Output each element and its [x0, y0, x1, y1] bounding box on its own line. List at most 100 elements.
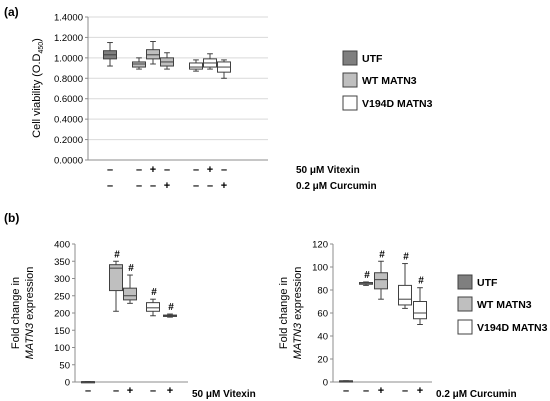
chart-b2-y-tick-labels: 0 20 40 60 80 100 120 — [312, 240, 333, 389]
panel-tag-b: (b) — [4, 211, 19, 225]
chart-a-row-label-curcumin: 0.2 μM Curcumin — [296, 181, 377, 192]
treatment-sign: + — [164, 180, 170, 192]
y-tick-label: 20 — [317, 355, 328, 366]
legend-label: UTF — [477, 277, 498, 289]
treatment-sign: + — [167, 385, 173, 397]
chart-b2-boxes: # # # # — [339, 249, 427, 383]
box-5 — [189, 59, 203, 72]
treatment-sign: – — [402, 385, 408, 397]
treatment-sign: – — [85, 385, 91, 397]
y-tick-label: 80 — [317, 286, 328, 297]
y-tick-label: 400 — [54, 240, 70, 251]
chart-a-y-axis-label: Cell viability (O.D450) — [31, 38, 45, 138]
chart-a: 0.0000 0.2000 0.4000 0.6000 0.8000 1.0000 1.20… — [31, 13, 377, 193]
chart-a-y-tick-labels: 0.0000 0.2000 0.4000 0.6000 0.8000 1.0000 1.20… — [54, 13, 88, 167]
treatment-sign: – — [107, 164, 113, 176]
box-4 — [160, 52, 174, 70]
treatment-sign: – — [136, 180, 142, 192]
treatment-sign: – — [136, 164, 142, 176]
y-tick-label: 0.6000 — [54, 94, 83, 105]
legend-label: V194D MATN3 — [477, 322, 548, 334]
box-iqr — [413, 301, 427, 320]
chart-b2-y-axis-label-line2: MATN3 expression — [292, 267, 304, 360]
significance-mark: # — [403, 252, 409, 263]
significance-mark: # — [128, 263, 134, 274]
chart-a-gridlines — [88, 16, 268, 141]
legend-label: WT MATN3 — [477, 299, 532, 311]
chart-b2-row-label-curcumin: 0.2 μM Curcumin — [436, 389, 517, 400]
treatment-sign: + — [127, 385, 133, 397]
chart-b1-y-tick-labels: 0 50 100 150 200 250 300 350 400 — [54, 240, 75, 389]
box-1 — [81, 381, 95, 384]
treatment-sign: + — [150, 164, 156, 176]
y-tick-label: 60 — [317, 309, 328, 320]
y-tick-label: 150 — [54, 326, 70, 337]
chart-b1-y-axis-label-line1: Fold change in — [10, 277, 22, 349]
legend-a: UTF WT MATN3 V194D MATN3 — [342, 50, 433, 111]
chart-a-row-label-vitexin: 50 μM Vitexin — [296, 165, 360, 176]
box-2: # — [359, 270, 373, 286]
treatment-sign: – — [193, 164, 199, 176]
treatment-sign: – — [150, 385, 156, 397]
y-tick-label: 120 — [312, 240, 328, 251]
box-3: # — [123, 263, 137, 304]
chart-b1-treatment-signs: – – + – + — [85, 385, 173, 397]
chart-a-boxes — [103, 41, 231, 79]
box-1 — [339, 380, 353, 383]
legend-swatch — [342, 50, 358, 66]
box-iqr — [146, 49, 160, 60]
y-tick-label: 1.4000 — [54, 13, 83, 24]
legend-swatch — [457, 274, 473, 290]
chart-b1-boxes: # # # # — [81, 249, 177, 384]
treatment-sign: – — [113, 385, 119, 397]
treatment-sign: – — [363, 385, 369, 397]
box-iqr — [189, 62, 203, 70]
y-tick-label: 100 — [54, 343, 70, 354]
treatment-sign: – — [150, 180, 156, 192]
treatment-sign: + — [221, 180, 227, 192]
y-tick-label: 0 — [323, 378, 328, 389]
chart-b1-row-label-vitexin: 50 μM Vitexin — [192, 389, 256, 400]
box-iqr — [398, 284, 412, 306]
box-3: # — [374, 249, 388, 300]
treatment-sign: + — [207, 164, 213, 176]
significance-mark: # — [379, 249, 385, 260]
legend-b: UTF WT MATN3 V194D MATN3 — [457, 274, 548, 335]
y-tick-label: 1.2000 — [54, 33, 83, 44]
box-7 — [217, 59, 231, 79]
treatment-sign: – — [221, 164, 227, 176]
chart-b2-y-axis-label-line1: Fold change in — [278, 277, 290, 349]
y-tick-label: 300 — [54, 274, 70, 285]
treatment-sign: – — [107, 180, 113, 192]
y-tick-label: 0 — [65, 378, 70, 389]
box-1 — [103, 42, 117, 67]
legend-swatch — [342, 95, 358, 111]
y-tick-label: 0.2000 — [54, 135, 83, 146]
y-tick-label: 1.0000 — [54, 53, 83, 64]
y-tick-label: 40 — [317, 332, 328, 343]
panel-tag-a: (a) — [4, 5, 19, 19]
legend-swatch — [342, 72, 358, 88]
box-iqr — [132, 61, 146, 68]
treatment-sign: + — [378, 385, 384, 397]
box-6 — [203, 53, 217, 70]
legend-label: UTF — [362, 53, 383, 65]
y-tick-label: 200 — [54, 309, 70, 320]
legend-swatch — [457, 319, 473, 335]
treatment-sign: – — [193, 180, 199, 192]
box-iqr — [374, 272, 388, 290]
y-tick-label: 50 — [59, 360, 70, 371]
significance-mark: # — [114, 249, 120, 260]
significance-mark: # — [418, 276, 424, 287]
chart-b2: 0 20 40 60 80 100 120 Fold change in MATN3 exp… — [278, 240, 517, 401]
y-tick-label: 0.8000 — [54, 74, 83, 85]
y-tick-label: 0.4000 — [54, 115, 83, 126]
y-tick-label: 0.0000 — [54, 156, 83, 167]
chart-b2-treatment-signs: – – + – + — [343, 385, 423, 397]
chart-a-treatment-signs: – – + – – + –– – – + – – + — [107, 164, 227, 192]
box-5: # — [163, 302, 177, 318]
chart-b1-y-axis-label-line2: MATN3 expression — [24, 267, 36, 360]
box-4: # — [146, 287, 160, 317]
legend-label: WT MATN3 — [362, 75, 417, 87]
box-5: # — [413, 276, 427, 325]
